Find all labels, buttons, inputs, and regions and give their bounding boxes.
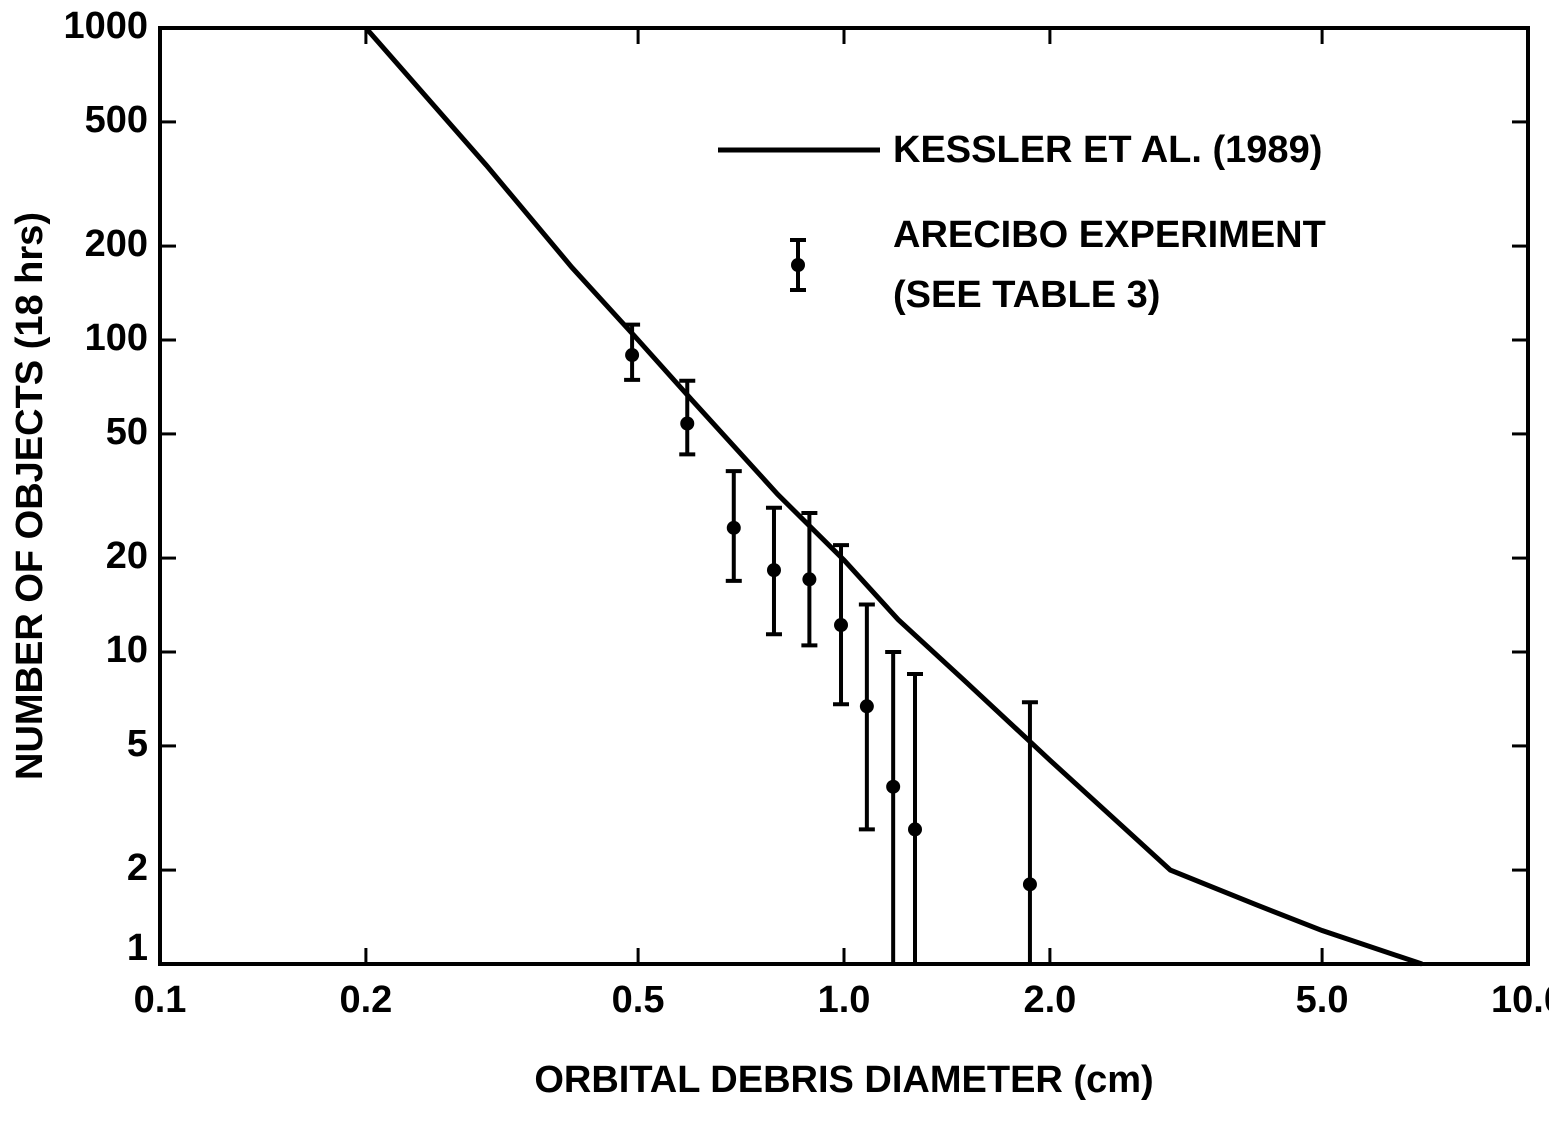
y-tick-label: 100 [85, 317, 148, 359]
legend-note: (SEE TABLE 3) [893, 274, 1160, 316]
legend-label: KESSLER ET AL. (1989) [893, 129, 1322, 171]
data-point [766, 563, 781, 578]
y-tick-label: 20 [106, 535, 148, 577]
data-point [908, 822, 923, 837]
data-point [859, 699, 874, 714]
y-axis-label: NUMBER OF OBJECTS (18 hrs) [9, 212, 51, 780]
y-tick-label: 1 [127, 927, 148, 969]
data-point [834, 618, 849, 633]
x-tick-label: 0.2 [339, 979, 392, 1021]
legend-marker [791, 258, 805, 272]
y-tick-label: 500 [85, 99, 148, 141]
plot-frame [158, 26, 1530, 966]
data-point [1022, 877, 1037, 892]
x-tick-label: 5.0 [1296, 979, 1349, 1021]
x-tick-label: 0.5 [612, 979, 665, 1021]
data-point [886, 779, 901, 794]
x-axis-label: ORBITAL DEBRIS DIAMETER (cm) [534, 1059, 1153, 1101]
data-point [802, 572, 817, 587]
legend: KESSLER ET AL. (1989) ARECIBO EXPERIMENT… [718, 129, 1326, 316]
x-tick-label: 10.0 [1491, 979, 1549, 1021]
y-tick-label: 1000 [63, 5, 148, 47]
y-tick-label: 10 [106, 629, 148, 671]
legend-label: ARECIBO EXPERIMENT [893, 214, 1326, 256]
curve [364, 26, 1423, 967]
x-tick-label: 1.0 [818, 979, 871, 1021]
y-tick-label: 5 [127, 723, 148, 765]
data-point [726, 520, 741, 535]
x-tick-label: 0.1 [134, 979, 187, 1021]
data-point [625, 348, 640, 363]
y-tick-label: 2 [127, 847, 148, 889]
y-tick-label: 50 [106, 411, 148, 453]
data-point [680, 416, 695, 431]
x-tick-label: 2.0 [1023, 979, 1076, 1021]
y-tick-label: 200 [85, 223, 148, 265]
